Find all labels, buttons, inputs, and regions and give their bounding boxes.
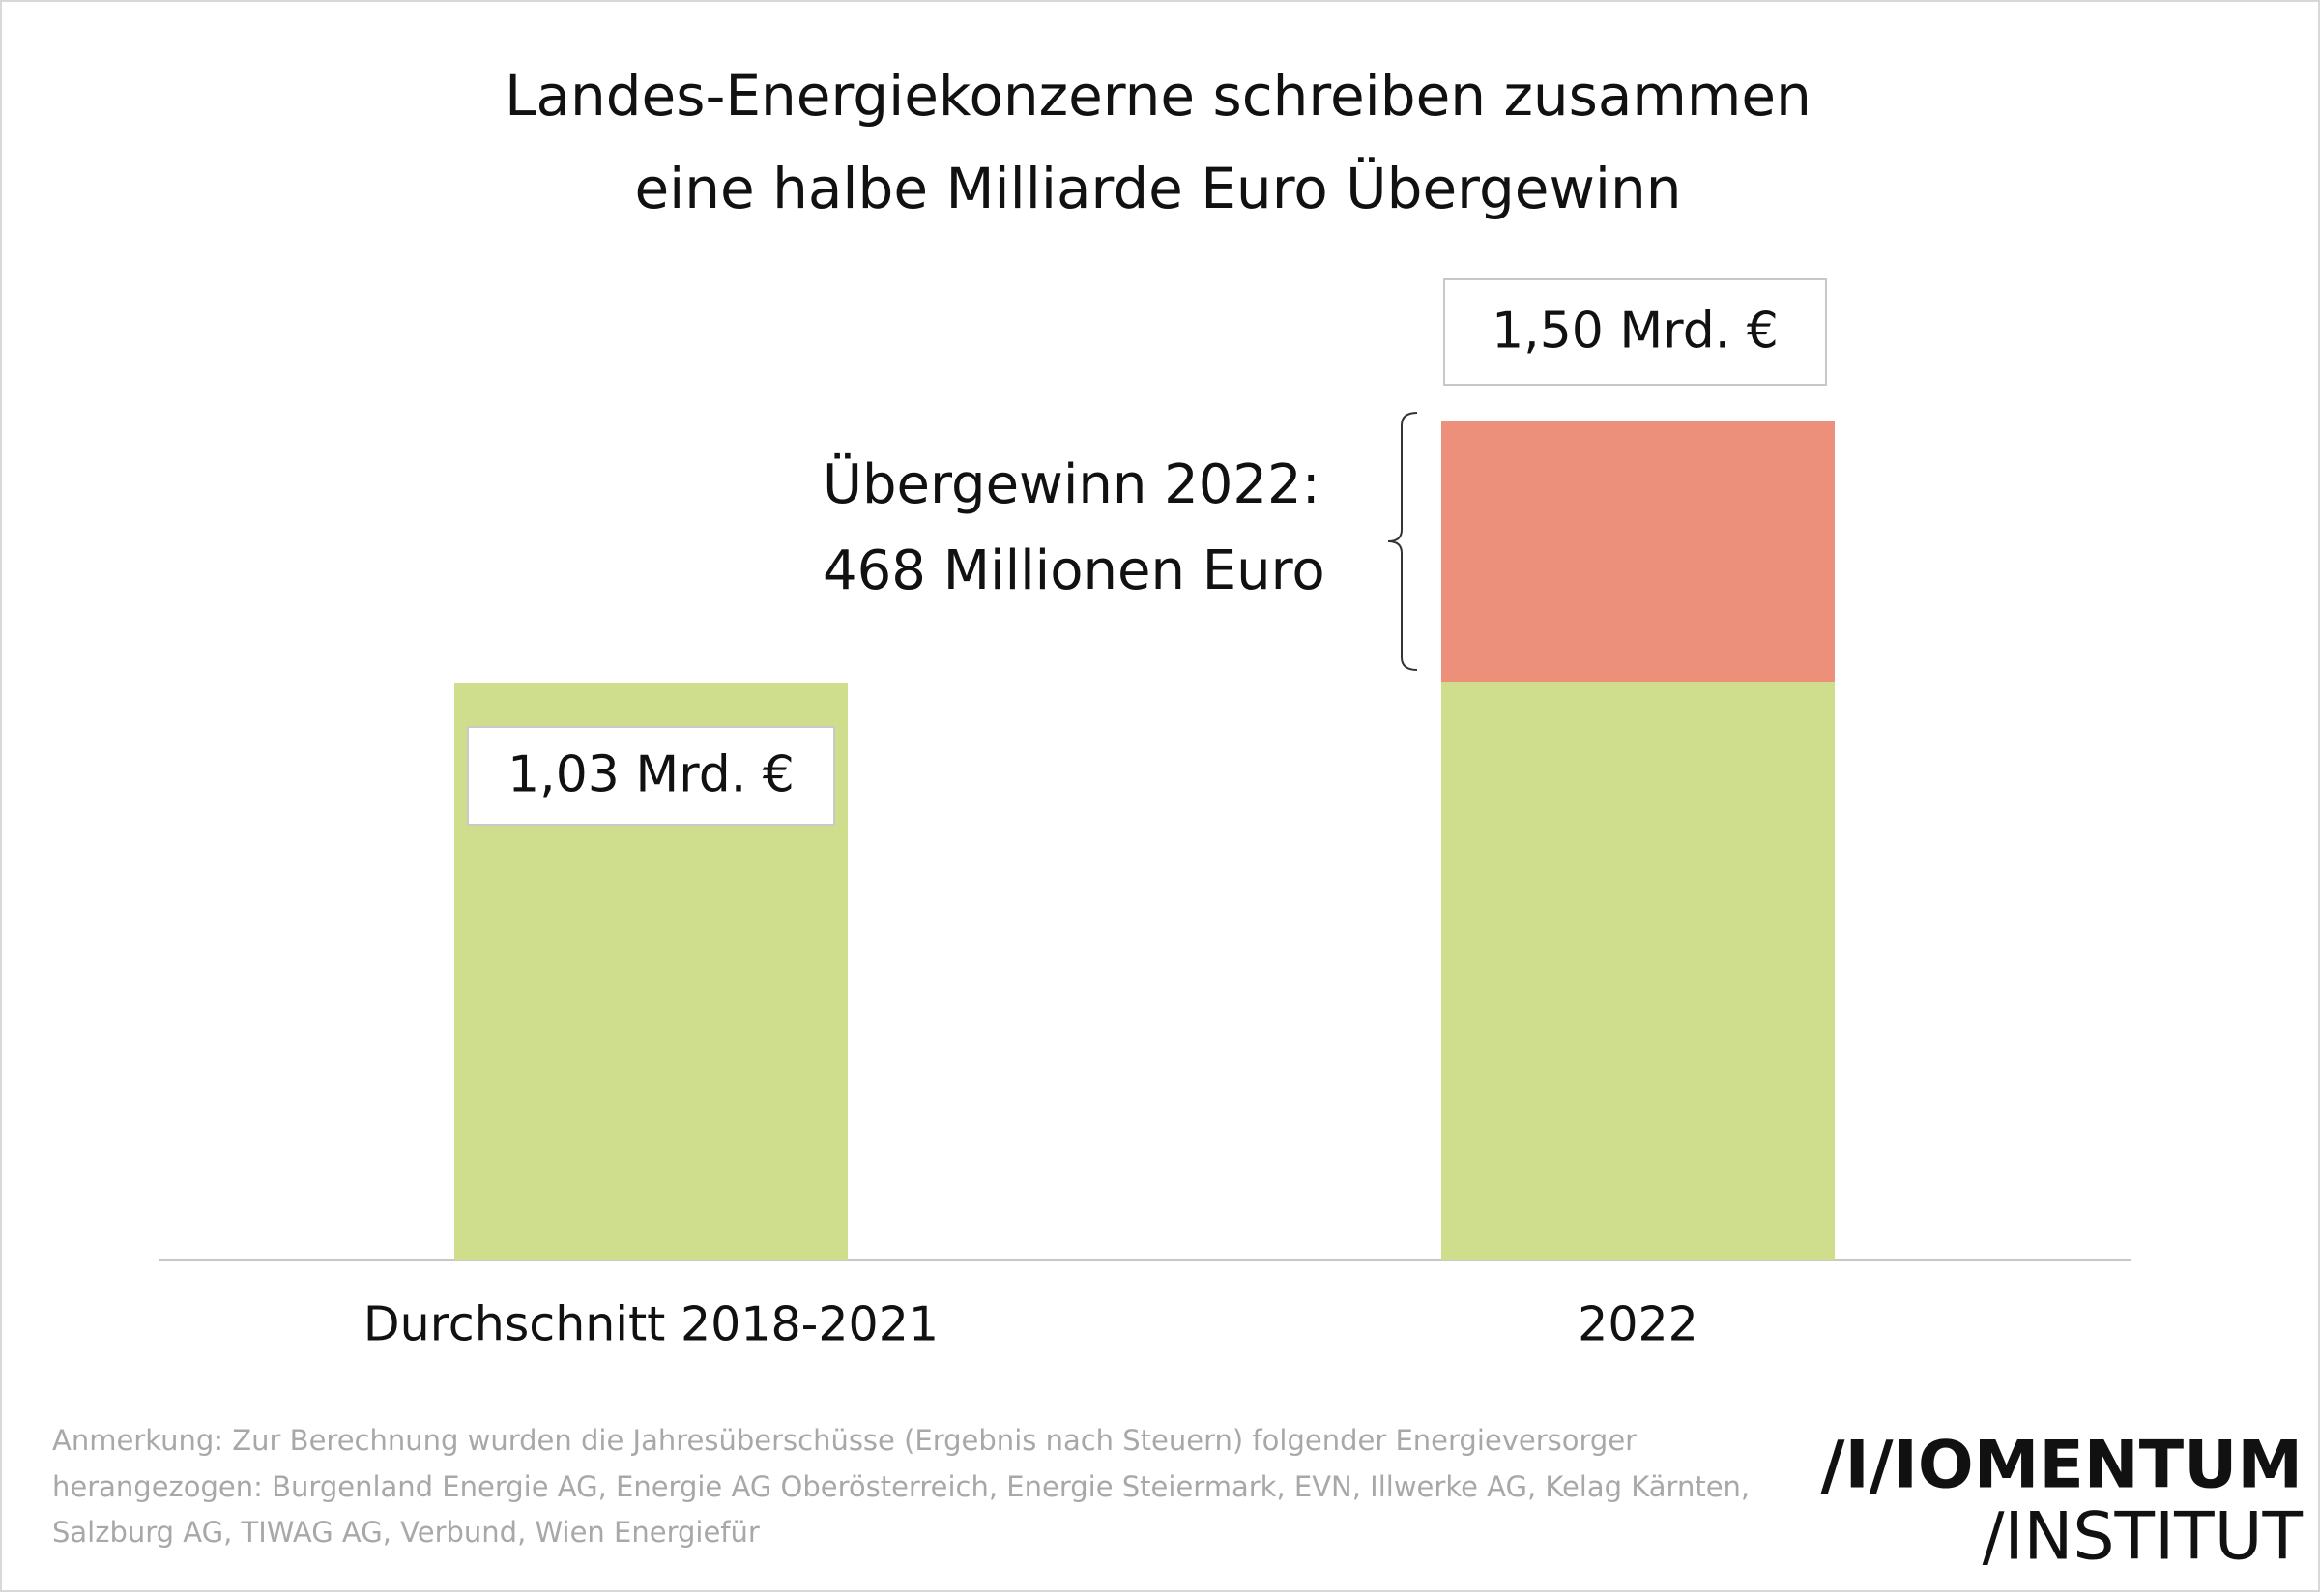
x-tick-label: 2022 (1578, 1297, 1698, 1352)
data-label: 1,03 Mrd. € (508, 746, 795, 804)
logo: /INSTITUT (1983, 1499, 2304, 1576)
label-box (1443, 278, 1827, 386)
footnote: Salzburg AG, TIWAG AG, Verbund, Wien Ene… (52, 1516, 760, 1549)
annotation: 468 Millionen Euro (823, 539, 1325, 602)
brace (1387, 412, 1418, 671)
chart-title: eine halbe Milliarde Euro Übergewinn (634, 156, 1681, 221)
label-box (467, 726, 835, 826)
logo: /I/IOMENTUM (1821, 1428, 2303, 1504)
footnote: herangezogen: Burgenland Energie AG, Ene… (52, 1470, 1750, 1503)
bar-segment (1441, 682, 1835, 1260)
x-tick-label: Durchschnitt 2018-2021 (363, 1297, 939, 1352)
chart-title: Landes-Energiekonzerne schreiben zusamme… (505, 63, 1812, 129)
bar-segment (1441, 421, 1835, 682)
footnote: Anmerkung: Zur Berechnung wurden die Jah… (52, 1424, 1637, 1457)
annotation: Übergewinn 2022: (823, 453, 1320, 516)
data-label: 1,50 Mrd. € (1492, 303, 1779, 361)
